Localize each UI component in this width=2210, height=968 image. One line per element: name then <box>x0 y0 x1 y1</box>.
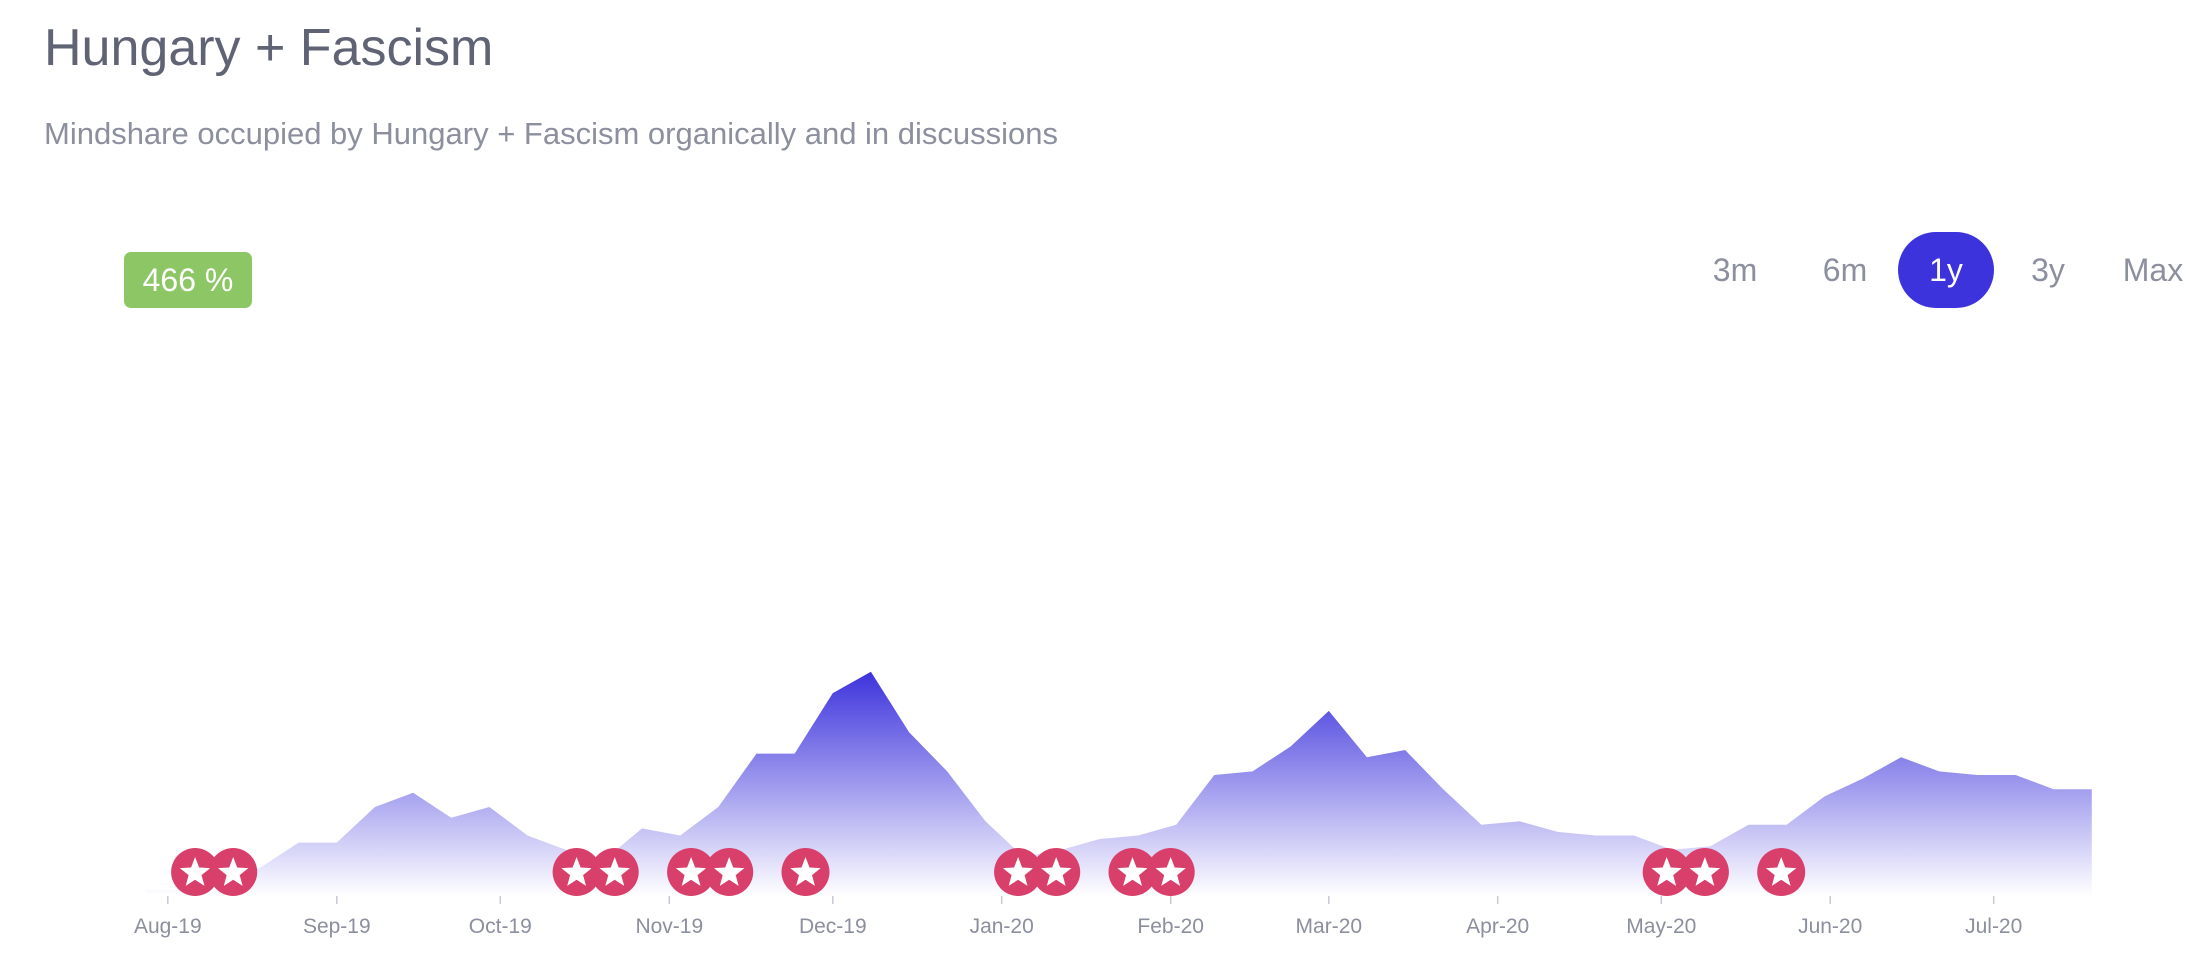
range-tab-1y[interactable]: 1y <box>1898 232 1994 308</box>
data-point[interactable] <box>1628 830 1640 842</box>
data-point[interactable] <box>1933 765 1945 777</box>
star-icon <box>714 857 745 886</box>
event-marker[interactable] <box>171 848 220 896</box>
data-point[interactable] <box>1781 819 1793 831</box>
data-point[interactable] <box>903 726 915 738</box>
event-marker[interactable] <box>552 848 601 896</box>
x-tick-label: Oct-19 <box>469 915 532 938</box>
star-icon <box>218 857 249 886</box>
x-tick-label: Feb-20 <box>1137 915 1204 938</box>
data-point[interactable] <box>522 830 534 842</box>
event-marker[interactable] <box>209 848 258 896</box>
star-icon <box>561 857 592 886</box>
x-tick-label: Jul-20 <box>1965 915 2022 938</box>
data-point[interactable] <box>1514 815 1526 827</box>
page-title: Hungary + Fascism <box>44 19 494 77</box>
range-tab-3y[interactable]: 3y <box>2031 252 2065 288</box>
data-point[interactable] <box>1437 783 1449 795</box>
star-icon <box>675 857 707 886</box>
event-marker[interactable] <box>590 848 639 896</box>
data-point[interactable] <box>1208 769 1220 781</box>
x-tick-label: May-20 <box>1626 915 1696 938</box>
star-icon <box>1155 857 1186 886</box>
data-point[interactable] <box>712 801 724 813</box>
data-point[interactable] <box>1590 830 1602 842</box>
x-tick-label: Aug-19 <box>134 915 202 938</box>
event-marker[interactable] <box>994 848 1043 896</box>
data-point[interactable] <box>1094 833 1106 845</box>
x-tick-label: Jan-20 <box>970 915 1034 938</box>
data-point[interactable] <box>331 837 343 849</box>
data-point[interactable] <box>1475 819 1487 831</box>
page-subtitle: Mindshare occupied by Hungary + Fascism … <box>44 116 1059 151</box>
event-marker[interactable] <box>1757 848 1806 896</box>
event-marker[interactable] <box>667 848 716 896</box>
star-icon <box>1651 857 1682 886</box>
data-point[interactable] <box>1170 819 1182 831</box>
x-tick-label: Mar-20 <box>1296 915 1363 938</box>
x-tick-label: Dec-19 <box>799 915 867 938</box>
data-point[interactable] <box>445 812 457 824</box>
data-point[interactable] <box>2048 783 2060 795</box>
data-point[interactable] <box>140 884 152 896</box>
data-point[interactable] <box>293 837 305 849</box>
data-point[interactable] <box>979 815 991 827</box>
data-point[interactable] <box>674 830 686 842</box>
data-point[interactable] <box>2010 769 2022 781</box>
data-point[interactable] <box>827 687 839 699</box>
data-point[interactable] <box>369 801 381 813</box>
star-icon <box>790 857 821 886</box>
event-marker[interactable] <box>1680 848 1729 896</box>
star-icon <box>1117 857 1148 886</box>
data-point[interactable] <box>1132 830 1144 842</box>
range-tab-6m[interactable]: 6m <box>1822 252 1868 288</box>
growth-badge: 466 % <box>124 252 252 308</box>
data-point[interactable] <box>1361 751 1373 763</box>
data-point[interactable] <box>865 666 877 678</box>
x-tick-label: Apr-20 <box>1466 915 1529 938</box>
data-point[interactable] <box>2086 783 2098 795</box>
event-marker[interactable] <box>1032 848 1081 896</box>
data-point[interactable] <box>636 822 648 834</box>
data-point[interactable] <box>751 748 763 760</box>
data-point[interactable] <box>1323 705 1335 717</box>
star-icon <box>599 857 630 886</box>
event-marker[interactable] <box>781 848 830 896</box>
event-marker[interactable] <box>1642 848 1691 896</box>
data-point[interactable] <box>1743 819 1755 831</box>
x-tick-label: Nov-19 <box>635 915 703 938</box>
event-marker[interactable] <box>705 848 754 896</box>
data-point[interactable] <box>941 765 953 777</box>
star-icon <box>179 857 211 886</box>
data-point[interactable] <box>1819 790 1831 802</box>
range-tab-max[interactable]: Max <box>2122 252 2184 288</box>
data-point[interactable] <box>1247 765 1259 777</box>
x-tick-label: Jun-20 <box>1798 915 1862 938</box>
data-point[interactable] <box>1971 769 1983 781</box>
star-icon <box>1689 857 1721 886</box>
data-point[interactable] <box>1399 744 1411 756</box>
data-point[interactable] <box>789 748 801 760</box>
event-marker[interactable] <box>1146 848 1195 896</box>
data-point[interactable] <box>1285 741 1297 753</box>
data-point[interactable] <box>1552 826 1564 838</box>
star-icon <box>1002 857 1034 886</box>
data-point[interactable] <box>407 787 419 799</box>
data-point[interactable] <box>483 801 495 813</box>
mindshare-area <box>146 671 2092 896</box>
x-tick-label: Sep-19 <box>303 915 371 938</box>
star-icon <box>1041 857 1072 886</box>
event-marker[interactable] <box>1108 848 1157 896</box>
star-icon <box>1765 857 1797 886</box>
range-tab-3m[interactable]: 3m <box>1712 252 1758 288</box>
data-point[interactable] <box>1857 773 1869 785</box>
data-point[interactable] <box>1895 751 1907 763</box>
